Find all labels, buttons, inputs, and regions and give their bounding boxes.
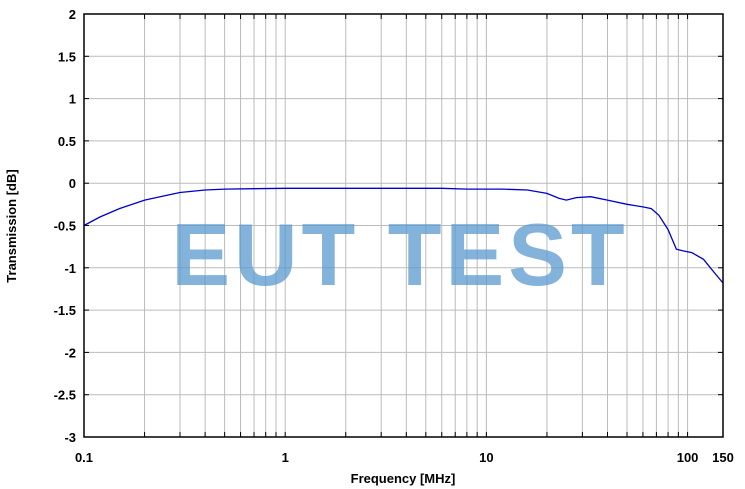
y-tick-label: -1.5	[54, 303, 76, 318]
y-tick-label: 0	[69, 176, 76, 191]
y-tick-label: -0.5	[54, 219, 76, 234]
series-line	[83, 187, 724, 284]
x-tick-label: 0.1	[75, 450, 93, 465]
x-axis-label: Frequency [MHz]	[351, 471, 456, 486]
y-axis-label: Transmission [dB]	[4, 169, 19, 282]
y-tick-label: -3	[64, 430, 76, 445]
y-tick-label: 0.5	[58, 134, 76, 149]
x-tick-label: 10	[479, 450, 493, 465]
x-tick-label: 150	[712, 450, 734, 465]
y-tick-label: -2.5	[54, 388, 76, 403]
watermark: EUT TEST	[171, 205, 628, 304]
grid	[84, 13, 723, 438]
y-tick-label: 2	[69, 7, 76, 22]
plot-frame	[83, 13, 724, 438]
x-tick-label: 100	[677, 450, 699, 465]
tick-labels: 2 1.5 1 0.5 0 -0.5 -1 -1.5 -2 -2.5 -3 0.1 1 10 100 150	[54, 7, 734, 465]
y-tick-label: -1	[64, 261, 76, 276]
y-tick-label: 1	[69, 92, 76, 107]
y-tick-label: 1.5	[58, 49, 76, 64]
x-tick-label: 1	[282, 450, 289, 465]
y-tick-label: -2	[64, 345, 76, 360]
